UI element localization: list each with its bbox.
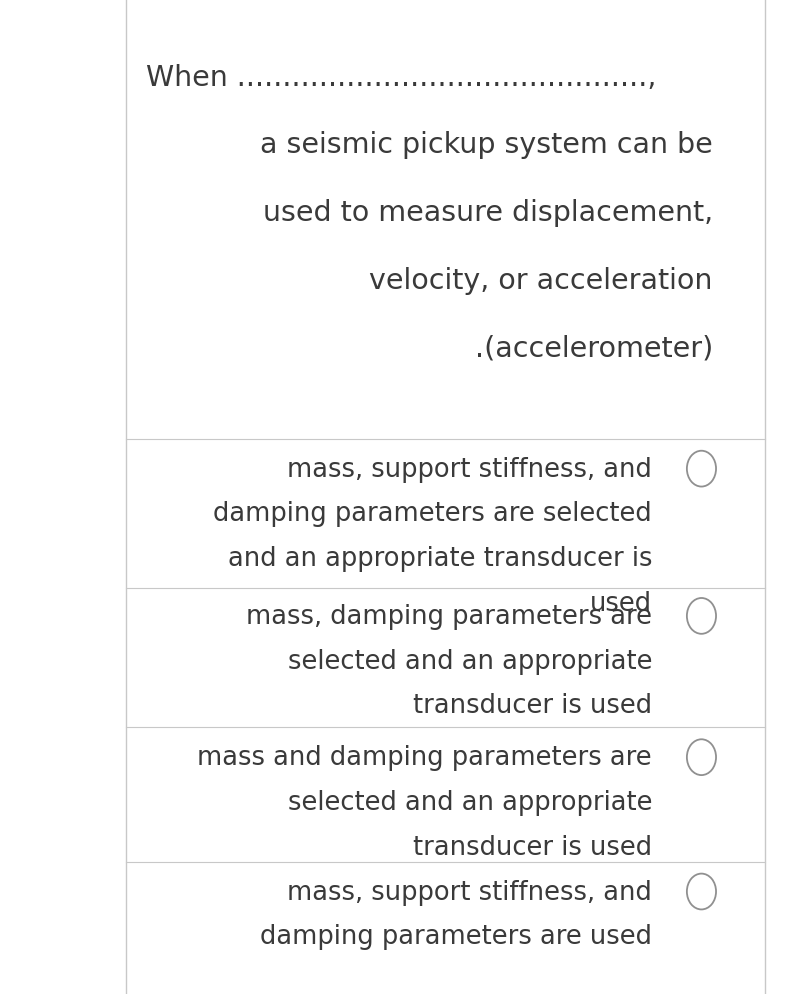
Text: used: used	[590, 590, 652, 616]
Text: used to measure displacement,: used to measure displacement,	[262, 199, 713, 227]
Text: damping parameters are used: damping parameters are used	[260, 923, 652, 949]
Text: and an appropriate transducer is: and an appropriate transducer is	[228, 546, 652, 572]
Text: mass, damping parameters are: mass, damping parameters are	[246, 603, 652, 629]
Text: damping parameters are selected: damping parameters are selected	[213, 501, 652, 527]
Text: selected and an appropriate: selected and an appropriate	[288, 789, 652, 815]
Text: When .............................................,: When ...................................…	[146, 64, 656, 91]
Text: transducer is used: transducer is used	[413, 834, 652, 860]
Text: transducer is used: transducer is used	[413, 693, 652, 719]
Text: mass and damping parameters are: mass and damping parameters are	[198, 745, 652, 770]
Text: velocity, or acceleration: velocity, or acceleration	[369, 266, 713, 294]
Text: mass, support stiffness, and: mass, support stiffness, and	[288, 456, 652, 482]
Text: selected and an appropriate: selected and an appropriate	[288, 648, 652, 674]
Text: a seismic pickup system can be: a seismic pickup system can be	[260, 131, 713, 159]
Text: mass, support stiffness, and: mass, support stiffness, and	[288, 879, 652, 905]
Text: .(accelerometer): .(accelerometer)	[475, 334, 713, 362]
